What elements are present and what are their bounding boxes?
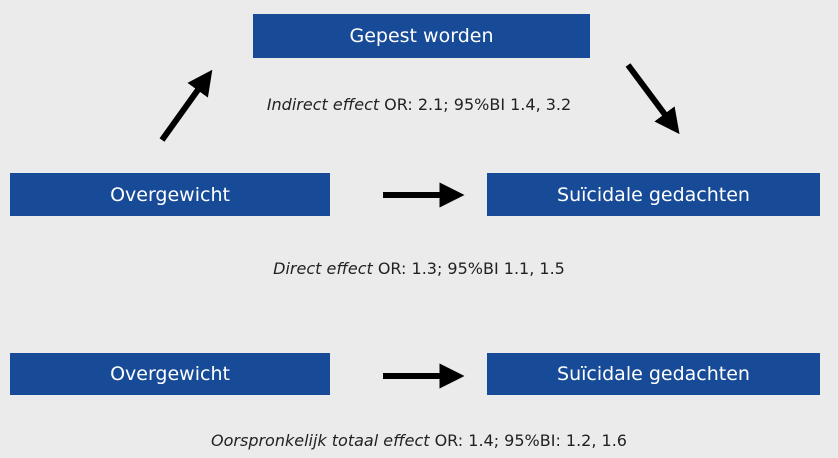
node: Suïcidale gedachten [487, 353, 820, 395]
effect-text: OR: 1.3; 95%BI 1.1, 1.5 [377, 259, 565, 278]
arrow [625, 63, 680, 135]
node: Gepest worden [253, 14, 590, 58]
effect-text: OR: 1.4; 95%BI: 1.2, 1.6 [434, 431, 627, 450]
effect: Oorspronkelijk totaal effect OR: 1.4; 95%… [0, 431, 838, 450]
node: Overgewicht [10, 353, 330, 395]
effect: Indirect effect OR: 2.1; 95%BI 1.4, 3.2 [0, 95, 838, 114]
node: Overgewicht [10, 173, 330, 216]
effect-name: Oorspronkelijk totaal effect [211, 431, 430, 450]
node: Suïcidale gedachten [487, 173, 820, 216]
effect-text: OR: 2.1; 95%BI 1.4, 3.2 [384, 95, 572, 114]
arrow [159, 69, 213, 142]
effect-name: Indirect effect [266, 95, 380, 114]
effect: Direct effect OR: 1.3; 95%BI 1.1, 1.5 [0, 259, 838, 278]
effect-name: Direct effect [273, 259, 373, 278]
